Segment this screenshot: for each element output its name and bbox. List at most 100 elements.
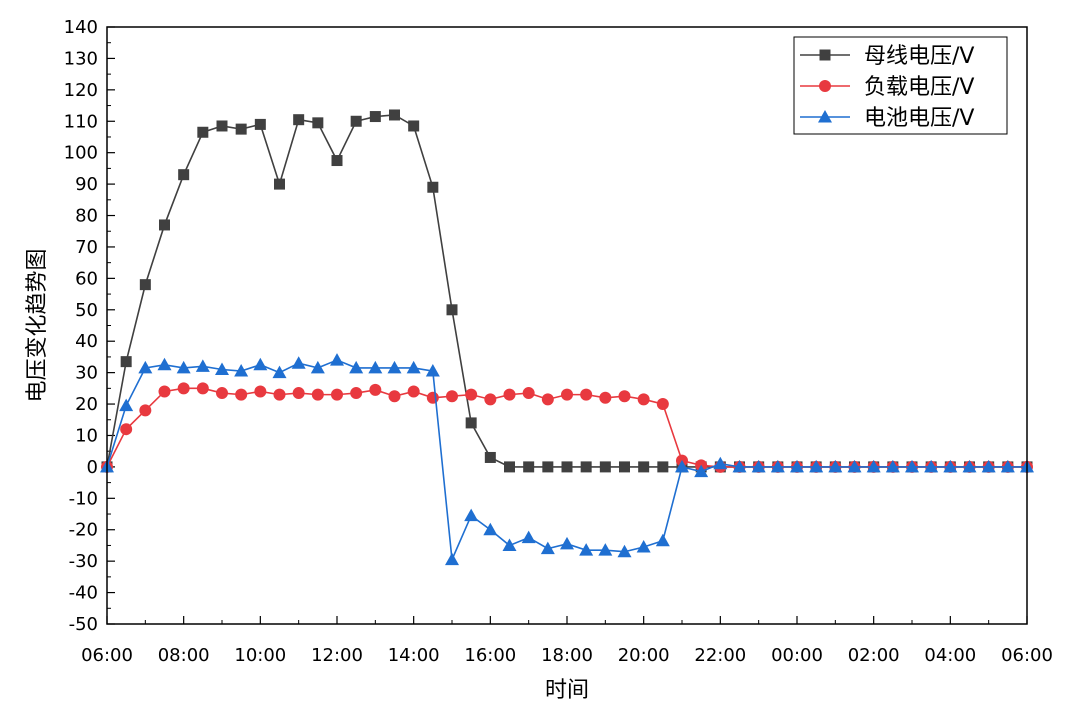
legend-label: 负载电压/V — [864, 75, 974, 100]
x-tick-label: 06:00 — [1001, 645, 1053, 666]
data-point — [387, 360, 402, 374]
legend-item: 母线电压/V — [800, 44, 974, 69]
data-point — [560, 536, 574, 550]
data-point — [981, 459, 996, 473]
data-point — [1000, 459, 1015, 473]
data-point — [542, 461, 554, 473]
legend-item: 负载电压/V — [800, 75, 974, 100]
data-point — [331, 155, 343, 167]
data-point — [369, 111, 381, 123]
data-point — [770, 459, 785, 473]
data-point — [638, 461, 650, 473]
data-point — [751, 459, 766, 473]
data-point — [579, 543, 594, 556]
data-point — [234, 364, 249, 377]
data-point — [847, 459, 862, 473]
y-tick-label: 20 — [75, 394, 98, 415]
data-point — [540, 541, 555, 555]
data-point — [924, 459, 939, 473]
y-axis-title: 电压变化趋势图 — [25, 248, 50, 402]
data-point — [292, 387, 305, 400]
y-tick-label: 90 — [75, 174, 98, 195]
data-point — [425, 364, 440, 377]
y-tick-label: 60 — [75, 268, 98, 289]
data-point — [655, 533, 670, 547]
data-point — [503, 388, 516, 401]
legend-label: 电池电压/V — [864, 106, 974, 131]
data-point — [272, 365, 287, 379]
x-axis-title: 时间 — [545, 678, 589, 703]
data-point — [273, 388, 286, 401]
data-point — [196, 382, 209, 395]
data-point — [617, 544, 632, 558]
series-line — [106, 114, 1027, 468]
data-point — [561, 388, 573, 401]
data-point — [215, 362, 229, 375]
data-point — [521, 530, 536, 544]
data-point — [235, 388, 248, 401]
data-point — [713, 456, 728, 470]
data-point — [139, 404, 152, 417]
data-point — [157, 357, 172, 371]
data-point — [254, 118, 266, 130]
data-point — [427, 181, 439, 193]
legend: 母线电压/V 负载电压/V 电池电压/V — [793, 36, 1008, 135]
data-point — [523, 461, 535, 473]
x-tick-label: 18:00 — [541, 645, 593, 666]
y-tick-label: 70 — [75, 237, 98, 258]
data-point — [656, 398, 669, 411]
data-point — [369, 383, 382, 396]
data-point — [408, 120, 420, 132]
x-tick-label: 12:00 — [311, 645, 363, 666]
legend-marker — [818, 110, 832, 123]
data-point — [138, 360, 153, 374]
data-point — [598, 543, 613, 556]
data-point — [350, 115, 362, 127]
y-tick-label: 140 — [64, 17, 98, 38]
y-tick-label: -50 — [69, 614, 98, 635]
data-point — [809, 459, 824, 473]
y-tick-label: 30 — [75, 363, 98, 384]
data-point — [637, 393, 650, 406]
data-point — [905, 459, 919, 473]
data-point — [484, 393, 497, 406]
data-point — [962, 459, 977, 473]
data-point — [657, 461, 669, 473]
x-tick-label: 00:00 — [771, 645, 823, 666]
data-point — [580, 461, 592, 473]
data-point — [465, 388, 478, 401]
legend-label: 母线电压/V — [864, 44, 974, 69]
y-tick-label: 80 — [75, 206, 98, 227]
data-point — [885, 459, 900, 473]
data-point — [159, 219, 170, 231]
data-point — [465, 417, 477, 429]
data-point — [618, 390, 631, 403]
y-tick-label: 0 — [87, 457, 98, 478]
series-layer — [100, 109, 1034, 566]
data-point — [483, 522, 498, 536]
y-tick-label: -40 — [69, 583, 98, 604]
y-tick-label: -10 — [69, 488, 98, 509]
data-point — [216, 120, 228, 132]
y-tick-label: 110 — [64, 111, 98, 132]
data-point — [446, 304, 458, 316]
data-point — [445, 552, 459, 566]
x-axis-ticks: 06:00 08:00 10:00 12:00 14:00 16:00 18:00 20:00… — [81, 616, 1053, 666]
data-point — [407, 385, 420, 398]
data-point — [694, 464, 709, 478]
data-point — [158, 385, 171, 398]
data-point — [350, 387, 363, 400]
data-point — [331, 388, 343, 401]
data-point — [120, 423, 133, 436]
data-point — [311, 388, 324, 401]
data-point — [253, 357, 268, 371]
data-point — [312, 117, 324, 129]
data-point — [216, 387, 228, 400]
data-point — [484, 451, 496, 463]
data-point — [464, 508, 479, 522]
data-point — [274, 178, 285, 190]
legend-item: 电池电压/V — [800, 106, 974, 131]
data-point — [406, 360, 421, 374]
x-tick-label: 04:00 — [924, 645, 976, 666]
data-point — [502, 538, 517, 551]
